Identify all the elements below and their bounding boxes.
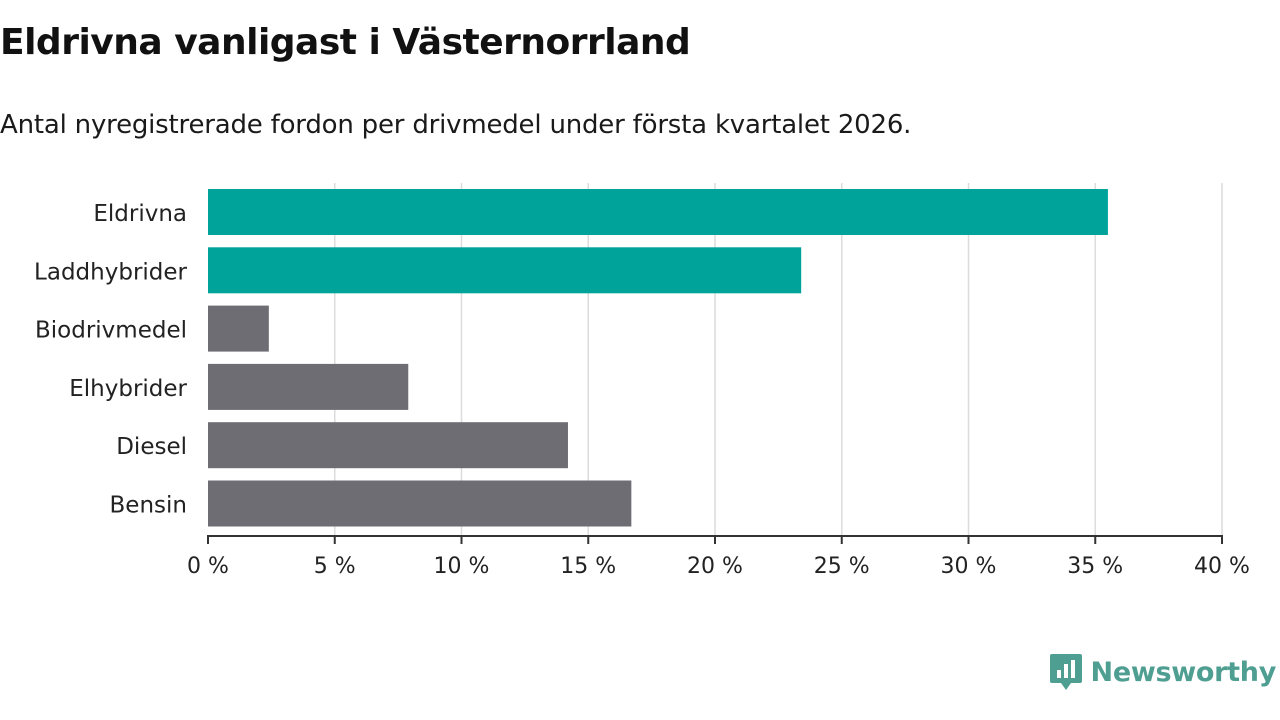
chart-title: Eldrivna vanligast i Västernorrland	[0, 22, 691, 63]
x-axis: 0 % 5 % 10 % 15 % 20 % 25 % 30 % 35 % 40 %	[187, 535, 1250, 579]
category-label: Eldrivna	[93, 201, 187, 227]
category-label: Bensin	[110, 493, 187, 519]
x-tick-label: 35 %	[1067, 554, 1123, 579]
brand: Newsworthy	[1049, 652, 1276, 692]
x-tick-label: 40 %	[1194, 554, 1250, 579]
bar-eldrivna	[208, 189, 1108, 235]
category-label: Biodrivmedel	[35, 318, 187, 344]
chart-subtitle: Antal nyregistrerade fordon per drivmede…	[0, 110, 912, 140]
bar-diesel	[208, 422, 568, 469]
gridlines	[334, 183, 1223, 536]
category-label: Diesel	[116, 434, 187, 460]
x-tick-label: 0 %	[187, 554, 229, 579]
bar-elhybrider	[208, 363, 409, 410]
category-labels: Eldrivna Laddhybrider Biodrivmedel Elhybrid…	[34, 201, 187, 519]
category-label: Elhybrider	[69, 376, 187, 402]
brand-name: Newsworthy	[1090, 656, 1277, 688]
x-tick-label: 20 %	[687, 554, 743, 579]
x-tick-label: 10 %	[434, 554, 490, 579]
bar-laddhybrider	[208, 247, 802, 294]
bar-bensin	[208, 480, 632, 527]
x-tick-label: 25 %	[814, 554, 870, 579]
x-tick-label: 30 %	[941, 554, 997, 579]
category-label: Laddhybrider	[34, 259, 187, 285]
x-tick-label: 5 %	[314, 554, 356, 579]
x-tick-label: 15 %	[560, 554, 616, 579]
bars	[208, 189, 1108, 527]
bar-biodrivmedel	[208, 305, 269, 352]
newsworthy-logo-icon	[1049, 654, 1082, 690]
